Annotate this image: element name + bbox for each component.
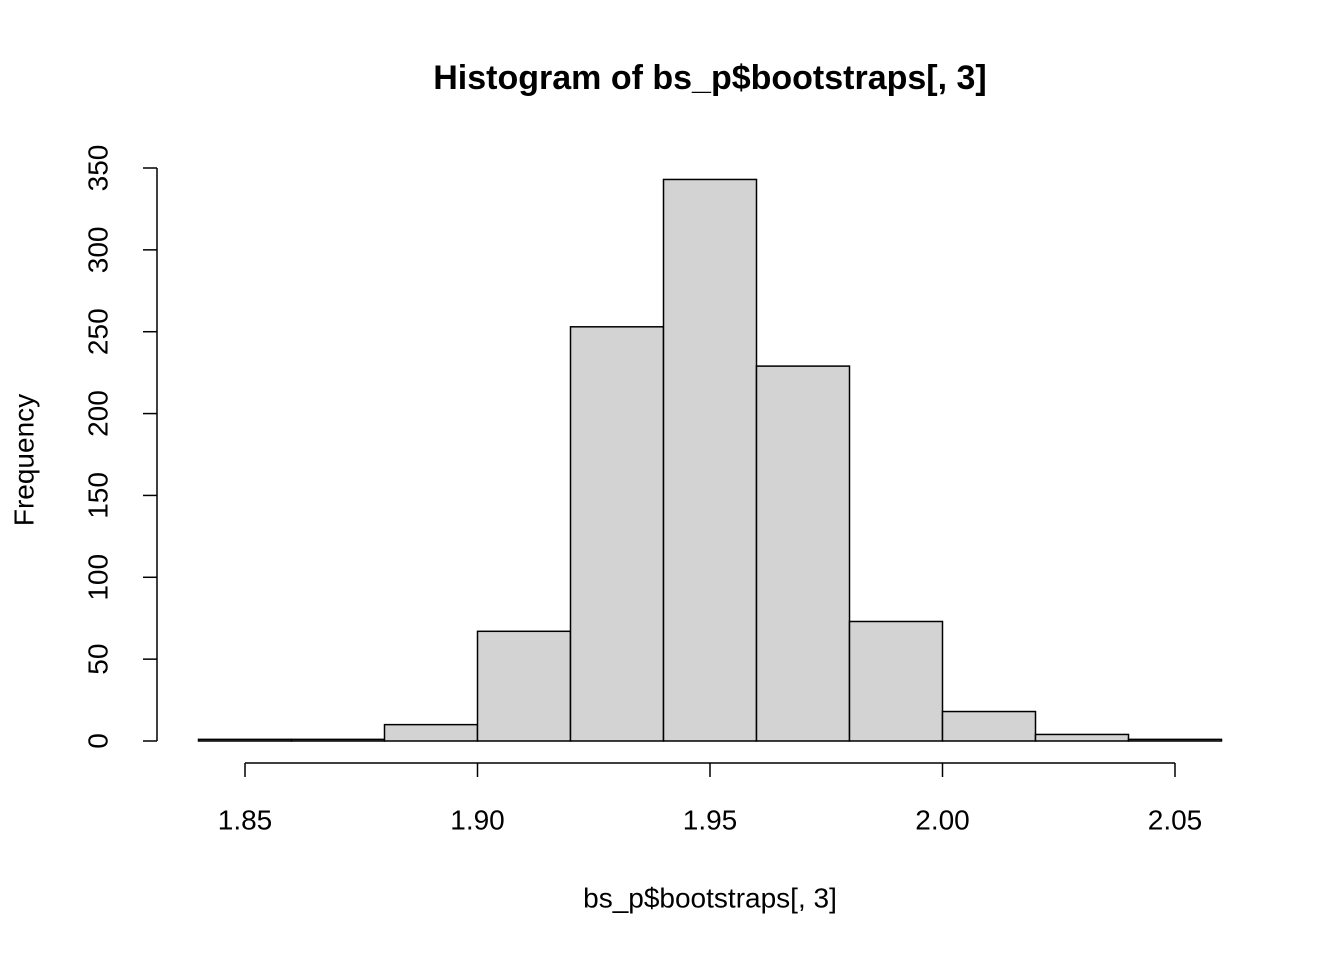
bar	[476, 630, 572, 742]
bar	[1127, 738, 1223, 742]
y-axis-label: Frequency	[8, 394, 39, 526]
x-tick-label: 1.90	[450, 804, 505, 835]
bar	[197, 738, 293, 742]
y-tick-label: 100	[82, 554, 113, 601]
y-tick-label: 150	[82, 472, 113, 519]
x-tick-label: 2.00	[915, 804, 970, 835]
bar	[941, 710, 1037, 742]
bar	[848, 620, 944, 742]
bar	[290, 738, 386, 742]
x-tick-label: 1.85	[218, 804, 273, 835]
y-tick-label: 200	[82, 390, 113, 437]
y-tick-label: 50	[82, 644, 113, 675]
bar	[662, 178, 758, 742]
y-tick-label: 350	[82, 145, 113, 192]
y-tick-label: 300	[82, 226, 113, 273]
bar	[755, 365, 851, 742]
bar	[569, 326, 665, 742]
y-tick-label: 250	[82, 308, 113, 355]
chart-title: Histogram of bs_p$bootstraps[, 3]	[433, 59, 987, 97]
y-tick-label: 0	[82, 733, 113, 749]
bar	[1034, 733, 1130, 742]
x-axis-label: bs_p$bootstraps[, 3]	[583, 882, 837, 913]
bar	[383, 723, 479, 742]
x-tick-label: 1.95	[683, 804, 738, 835]
x-tick-label: 2.05	[1148, 804, 1203, 835]
